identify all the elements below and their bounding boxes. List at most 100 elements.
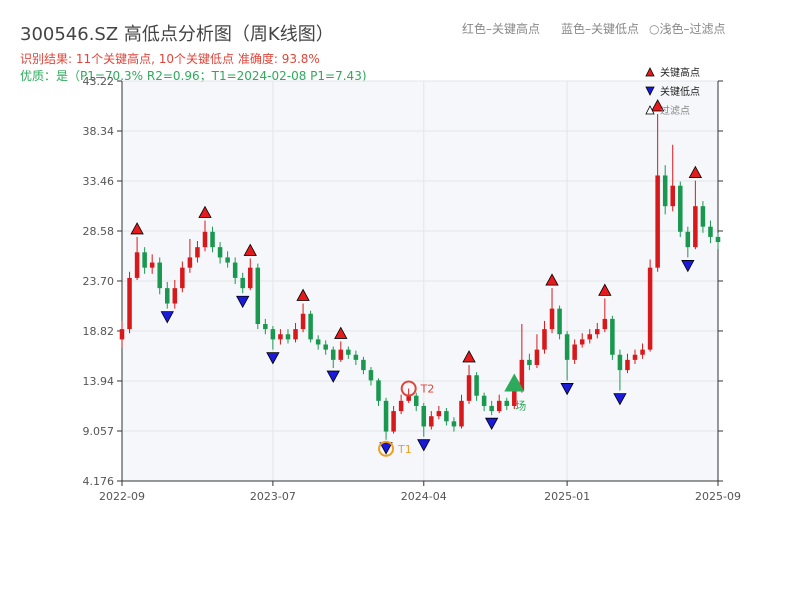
key-low-marker <box>681 260 695 273</box>
subtitle: 识别结果: 11个关键高点, 10个关键低点 准确度: 93.8% <box>20 51 320 66</box>
candle-body <box>481 395 487 406</box>
candle-body <box>278 334 283 340</box>
candle-body <box>700 206 706 227</box>
annotation-label: T1 <box>397 443 412 456</box>
candle-body <box>406 395 411 401</box>
candle-body <box>270 329 276 340</box>
key-high-marker <box>334 326 348 339</box>
key-high-marker <box>243 243 257 256</box>
key-low-marker <box>484 417 499 431</box>
candle-body <box>685 231 691 248</box>
candle-body <box>579 339 585 345</box>
y-tick-label: 38.34 <box>83 125 115 138</box>
candle-body <box>587 334 593 340</box>
candle-body <box>610 318 615 355</box>
candle-body <box>662 175 668 207</box>
candle-body <box>293 329 298 340</box>
candle-body <box>655 175 660 268</box>
candle-body <box>444 411 449 422</box>
candle-body <box>429 416 434 427</box>
candle-body <box>240 277 245 289</box>
key-high-marker <box>130 222 144 235</box>
candle-body <box>398 400 404 412</box>
candle-body <box>232 262 238 278</box>
key-low-marker <box>417 439 431 452</box>
candle-body <box>474 375 479 396</box>
x-tick-label: 2025-09 <box>695 490 741 503</box>
candle-body <box>210 231 215 248</box>
legend-label: 关键低点 <box>660 85 700 98</box>
candle-body <box>640 349 645 355</box>
quality-note: 优质：是（P1=70.3% R2=0.96；T1=2024-02-08 P1=7… <box>20 69 367 83</box>
key-high-marker <box>688 165 703 178</box>
candle-body <box>202 231 208 248</box>
x-tick-label: 2023-07 <box>250 490 296 503</box>
candle-body <box>496 400 502 412</box>
candle-body <box>263 324 268 330</box>
legend-symbol <box>645 67 655 77</box>
candle-body <box>459 400 464 427</box>
candle-body <box>217 247 223 258</box>
key-high-marker <box>598 283 612 296</box>
candle-body <box>368 370 374 381</box>
key-high-marker <box>545 273 559 286</box>
y-tick-label: 43.22 <box>83 75 115 88</box>
key-low-marker <box>266 352 280 365</box>
candle-body <box>625 359 630 371</box>
candle-body <box>172 288 178 304</box>
header-legend: ○浅色–过滤点 <box>649 22 725 36</box>
candle-body <box>504 400 510 406</box>
candle-body <box>678 185 683 232</box>
candle-body <box>421 405 427 427</box>
y-tick-label: 13.94 <box>83 375 115 388</box>
key-low-marker <box>379 442 393 455</box>
legend-label: 关键高点 <box>660 66 700 79</box>
candle-body <box>361 359 366 371</box>
candle-body <box>255 267 261 325</box>
candle-body <box>489 405 494 412</box>
key-high-marker <box>296 288 310 301</box>
candle-body <box>534 349 540 365</box>
candle-body <box>451 421 457 427</box>
candle-body <box>142 252 147 268</box>
candle-body <box>119 329 125 340</box>
candle-body <box>413 395 419 406</box>
annotation-circle <box>378 440 395 457</box>
candle-body <box>330 349 336 360</box>
candle-body <box>187 257 193 268</box>
candle-body <box>572 344 577 360</box>
candle-body <box>353 354 359 360</box>
key-low-marker <box>326 370 340 383</box>
candle-body <box>647 267 653 350</box>
candle-body <box>127 277 132 330</box>
candle-body <box>308 313 313 340</box>
annotation-label: 场 <box>515 398 526 412</box>
candle-body <box>466 375 472 401</box>
candle-body <box>527 359 532 365</box>
candle-body <box>225 257 230 263</box>
candle-body <box>391 411 396 432</box>
header-legend: 蓝色–关键低点 <box>561 22 639 36</box>
candle-body <box>632 354 638 360</box>
candle-body <box>693 206 698 248</box>
candle-body <box>595 329 600 335</box>
candle-body <box>519 359 525 391</box>
y-tick-label: 33.46 <box>83 175 115 188</box>
candle-body <box>670 185 675 207</box>
candle-body <box>715 236 721 243</box>
candle-body <box>617 354 623 371</box>
candle-body <box>149 262 155 268</box>
candle-body <box>383 400 389 432</box>
key-high-marker <box>462 350 476 363</box>
y-tick-label: 23.70 <box>83 275 115 288</box>
candle-body <box>557 308 562 335</box>
key-low-marker <box>236 295 250 309</box>
candle-body <box>315 339 321 345</box>
candle-body <box>285 334 291 340</box>
candle-body <box>542 329 547 350</box>
candle-body <box>157 262 162 289</box>
candle-body <box>376 380 381 401</box>
candle-body <box>323 344 328 350</box>
candle-body <box>346 349 351 355</box>
